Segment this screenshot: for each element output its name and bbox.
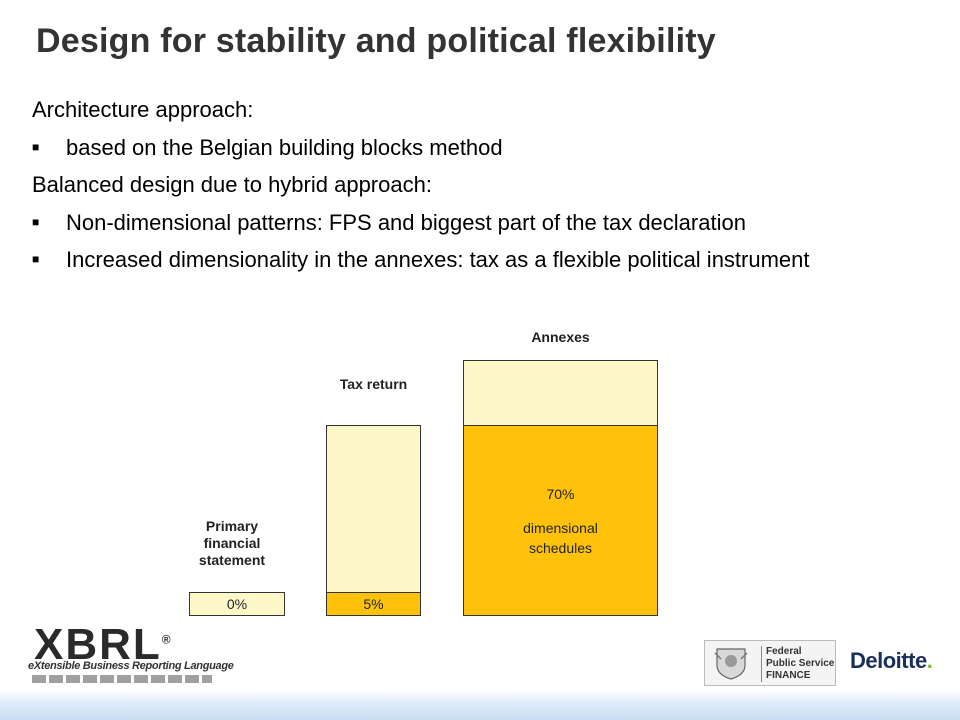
value-label-primary: 0% [226, 596, 248, 612]
footer-gradient-bar [0, 690, 960, 720]
value-label-tax-return: 5% [363, 596, 384, 612]
category-label-primary-financial-statement: Primary financial statement [198, 518, 266, 568]
fps-line-federal: Federal [766, 646, 802, 657]
fps-line-finance: FINANCE [766, 670, 811, 681]
xbrl-logo-word: XBRL [34, 620, 162, 669]
value-label-annexes: 70% [546, 486, 575, 502]
deloitte-wordmark: Deloitte [850, 648, 927, 673]
bullet-square-icon: ■ [32, 252, 40, 266]
bullet-square-icon: ■ [32, 139, 40, 154]
fps-logo-text: Federal Public Service FINANCE [761, 646, 834, 682]
category-label-annexes: Annexes [531, 329, 590, 345]
bar-tax-return-dimensional [326, 592, 421, 616]
bar-annexes-dimensional [463, 425, 658, 616]
registered-mark: ® [161, 632, 173, 647]
bullet-square-icon: ■ [32, 214, 40, 229]
bullet-text: based on the Belgian building blocks met… [66, 134, 503, 160]
paragraph-architecture: Architecture approach: [32, 97, 254, 122]
paragraph-balanced-design: Balanced design due to hybrid approach: [32, 172, 432, 197]
belgian-crest-icon [714, 648, 748, 680]
fps-line-public-service: Public Service [766, 658, 835, 669]
deloitte-logo: Deloitte. [850, 648, 933, 674]
annotation-dimensional-schedules: dimensional schedules [523, 520, 598, 556]
xbrl-tagline: eXtensible Business Reporting Language [28, 660, 234, 672]
bullet-item: ■ Increased dimensionality in the annexe… [32, 246, 912, 274]
deloitte-dot: . [926, 648, 933, 673]
bullet-item: ■ based on the Belgian building blocks m… [32, 134, 912, 162]
bullet-item: ■ Non-dimensional patterns: FPS and bigg… [32, 209, 912, 237]
bar-primary-financial-statement [189, 592, 285, 616]
bar-tax-return [326, 425, 421, 616]
fps-finance-logo: Federal Public Service FINANCE [704, 640, 836, 686]
bullet-text: Non-dimensional patterns: FPS and bigges… [66, 209, 746, 235]
category-label-tax-return: Tax return [339, 376, 408, 392]
xbrl-logo: XBRL® eXtensible Business Reporting Lang… [28, 620, 234, 684]
bullet-text: Increased dimensionality in the annexes:… [66, 247, 810, 272]
xbrl-stripes-decoration [32, 675, 212, 683]
slide-body: Architecture approach: ■ based on the Be… [32, 96, 912, 284]
slide-title: Design for stability and political flexi… [36, 22, 716, 60]
